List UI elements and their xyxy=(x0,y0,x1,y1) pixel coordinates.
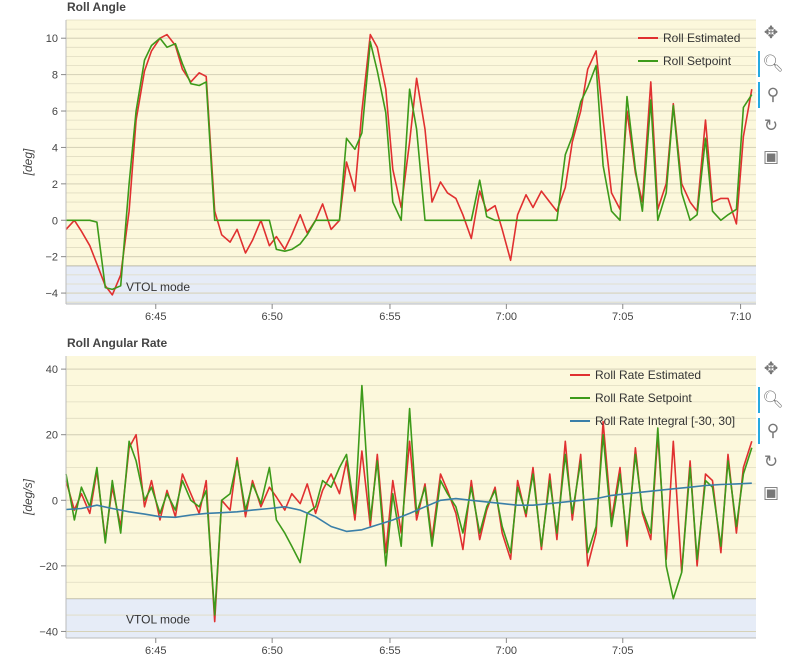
y-tick-label: 0 xyxy=(52,495,58,507)
box-zoom-icon[interactable]: 🔍︎ xyxy=(758,387,786,413)
x-tick-label: 7:00 xyxy=(496,311,517,323)
pan-icon[interactable]: ✥ xyxy=(763,23,779,42)
x-tick-label: 7:00 xyxy=(496,645,517,657)
roll-rate-integral-30-30-line xyxy=(65,482,752,533)
roll-rate-panel: Roll Angular Rate VTOL mode −40 −20 0 20 40 6:… xyxy=(0,336,786,664)
chart-toolbar: ✥ 🔍︎ ⚲ ↻ ▣ xyxy=(758,356,784,506)
y-tick-label: 2 xyxy=(52,179,58,191)
x-tick-label: 6:50 xyxy=(261,311,282,323)
y-axis-label: [deg/s] xyxy=(21,478,35,516)
y-tick-label: −4 xyxy=(45,288,58,300)
x-tick-label: 6:55 xyxy=(379,311,400,323)
save-icon[interactable]: ▣ xyxy=(762,483,780,502)
y-tick-label: 40 xyxy=(46,364,58,376)
roll-angle-panel: Roll Angle VTOL mode −4 −2 0 2 4 6 8 10 6:45 6:50 6… xyxy=(0,0,786,332)
y-tick-label: −20 xyxy=(39,561,58,573)
vtol-mode-label: VTOL mode xyxy=(126,613,190,627)
legend-label: Roll Rate Integral [-30, 30] xyxy=(595,414,735,428)
y-tick-label: −40 xyxy=(39,626,58,638)
x-tick-label: 6:45 xyxy=(145,645,166,657)
x-tick-label: 7:10 xyxy=(730,311,751,323)
wheel-zoom-icon[interactable]: ⚲ xyxy=(758,418,786,444)
legend-label: Roll Rate Estimated xyxy=(595,368,701,382)
pan-icon[interactable]: ✥ xyxy=(763,359,779,378)
y-tick-label: 20 xyxy=(46,430,58,442)
legend-label: Roll Setpoint xyxy=(663,54,732,68)
x-tick-label: 7:05 xyxy=(612,645,633,657)
x-tick-label: 6:55 xyxy=(379,645,400,657)
reset-icon[interactable]: ↻ xyxy=(763,452,779,471)
x-tick-label: 7:05 xyxy=(612,311,633,323)
chart-title: Roll Angular Rate xyxy=(67,336,168,350)
x-tick-label: 6:45 xyxy=(145,311,166,323)
y-tick-label: 4 xyxy=(52,142,58,154)
y-tick-label: 10 xyxy=(46,33,58,45)
wheel-zoom-icon[interactable]: ⚲ xyxy=(758,82,786,108)
y-tick-label: −2 xyxy=(45,252,58,264)
box-zoom-icon[interactable]: 🔍︎ xyxy=(758,51,786,77)
roll-angle-chart[interactable]: VTOL mode −4 −2 0 2 4 6 8 10 6:45 6:50 6:55 7:00 7:05… xyxy=(0,0,786,332)
legend-label: Roll Estimated xyxy=(663,31,740,45)
roll-rate-setpoint-line xyxy=(65,384,753,616)
y-tick-label: 8 xyxy=(52,70,58,82)
roll-setpoint-line xyxy=(66,37,753,291)
vtol-region xyxy=(66,265,756,304)
roll-rate-chart[interactable]: VTOL mode −40 −20 0 20 40 6:45 6:50 6:55 7:00 7:05… xyxy=(0,336,786,664)
save-icon[interactable]: ▣ xyxy=(762,147,780,166)
reset-icon[interactable]: ↻ xyxy=(763,116,779,135)
plot-background xyxy=(66,20,756,304)
chart-toolbar: ✥ 🔍︎ ⚲ ↻ ▣ xyxy=(758,20,784,170)
y-axis-label: [deg] xyxy=(21,148,35,176)
vtol-mode-label: VTOL mode xyxy=(126,280,190,294)
y-tick-label: 6 xyxy=(52,106,58,118)
legend-label: Roll Rate Setpoint xyxy=(595,391,692,405)
y-tick-label: 0 xyxy=(52,215,58,227)
chart-title: Roll Angle xyxy=(67,0,126,14)
x-tick-label: 6:50 xyxy=(261,645,282,657)
